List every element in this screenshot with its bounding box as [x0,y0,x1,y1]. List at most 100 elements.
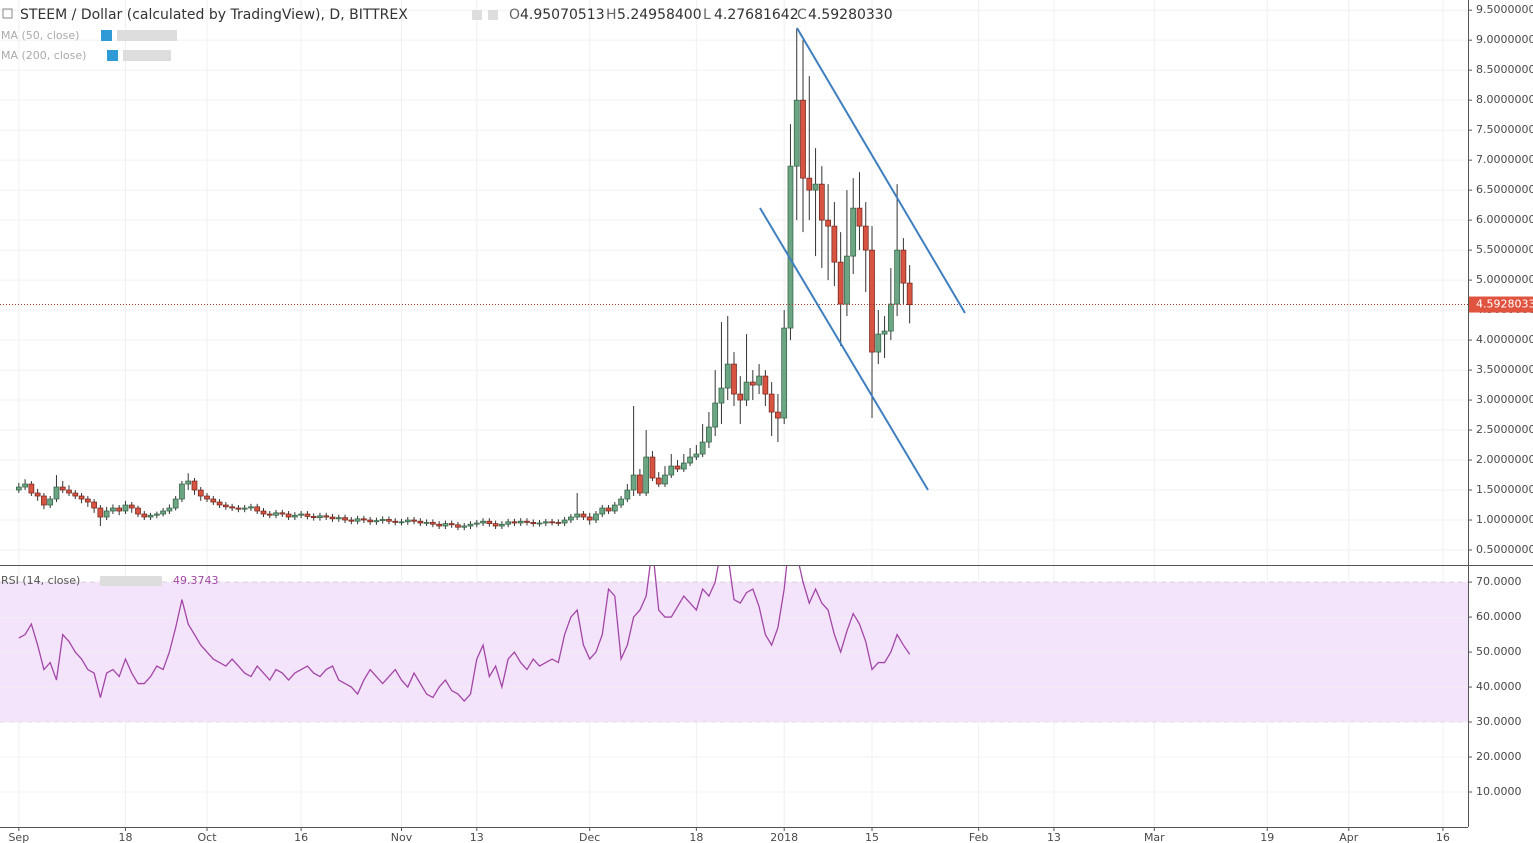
y-tick-label: 5.00000000 [1476,273,1533,286]
y-tick-label: 20.0000 [1476,750,1522,763]
x-tick-label: Sep [8,831,29,843]
candle-body [812,183,819,191]
candle-body [630,474,637,491]
y-tick-label: 30.0000 [1476,715,1522,728]
candle-body [430,522,436,525]
candle-body [618,498,624,506]
x-tick-label: 2018 [770,831,798,843]
y-tick-label: 9.50000000 [1476,3,1533,16]
candle-body [335,517,342,520]
candle-body [216,501,223,506]
x-tick-label: 13 [470,831,484,843]
visibility-icon[interactable] [107,50,118,61]
candle-body [404,519,411,523]
candle-body [793,99,800,167]
candle-body [185,480,192,485]
trend-line [796,27,966,314]
candle-body [197,489,204,497]
ohlc-value: 4.59280330 [808,7,893,23]
symbol-title: STEEM / Dollar (calculated by TradingVie… [20,7,408,23]
candle-body [599,507,606,515]
candle-body [285,513,292,518]
candle-body [775,411,781,419]
ohlc-key: C [797,7,807,23]
candle-body [743,381,750,401]
candle-body [756,375,762,386]
candle-body [800,99,806,179]
ohlc-key: O [509,7,520,23]
candle-body [818,183,825,221]
candle-body [417,520,424,524]
candle-body [47,498,54,506]
candle-body [160,510,166,515]
candle-body [837,261,844,305]
candle-body [72,492,79,497]
candle-body [825,219,831,227]
candle-body [222,504,229,508]
indicator-label[interactable]: MA (200, close) [1,49,86,62]
visibility-icon[interactable] [101,30,112,41]
candle-body [15,486,22,491]
y-tick-label: 40.0000 [1476,680,1522,693]
indicator-label[interactable]: MA (50, close) [1,29,79,42]
x-tick-label: Apr [1339,831,1359,843]
collapse-icon[interactable] [2,8,13,19]
candle-body [379,519,386,521]
candle-body [361,518,367,521]
candle-body [179,483,185,500]
x-tick-label: 19 [1260,831,1274,843]
candle-body [461,525,468,528]
y-tick-label: 70.0000 [1476,575,1522,588]
last-price-box [1469,296,1533,313]
candle-body [122,504,129,512]
indicator-buttons[interactable] [123,50,171,61]
candle-body [373,520,380,523]
rsi-label[interactable]: RSI (14, close) [1,574,80,587]
candle-body [637,474,643,494]
candle-body [555,522,562,524]
x-tick-label: 13 [1047,831,1061,843]
indicator-buttons[interactable] [100,576,162,586]
indicator-buttons[interactable] [117,30,177,41]
rsi-line [18,566,911,703]
candle-body [511,521,518,524]
candle-body [862,225,869,251]
candle-body [768,393,775,413]
candle-body [781,327,788,419]
candle-body [699,441,706,455]
candle-body [549,521,555,524]
x-tick-label: Dec [579,831,600,843]
candle-body [147,514,154,518]
x-tick-label: Nov [391,831,413,843]
candle-body [91,501,97,509]
candle-body [329,516,336,520]
candle-body [850,207,857,257]
candle-body [323,515,330,518]
x-tick-label: 16 [1436,831,1450,843]
candle-body [398,521,405,524]
candle-body [856,207,863,227]
y-tick-label: 4.00000000 [1476,333,1533,346]
settings-icon[interactable] [488,10,498,20]
candle-body [97,507,104,518]
candle-body [110,507,116,512]
candle-body [887,303,894,332]
candle-body [348,519,355,522]
candle-body [317,515,323,518]
candle-body [411,519,417,522]
settings-icon[interactable] [472,10,482,20]
candle-body [737,393,744,401]
ohlc-value: 4.95070513 [520,7,605,23]
y-tick-label: 7.50000000 [1476,123,1533,136]
candle-body [273,512,279,516]
candle-body [574,513,581,518]
candle-body [486,520,493,524]
candle-body [254,506,261,512]
candle-body [894,249,900,305]
candle-body [586,516,593,521]
candle-body [499,523,505,527]
candle-body [66,489,72,494]
candle-body [448,523,455,526]
y-tick-label: 1.50000000 [1476,483,1533,496]
candle-body [536,522,543,525]
